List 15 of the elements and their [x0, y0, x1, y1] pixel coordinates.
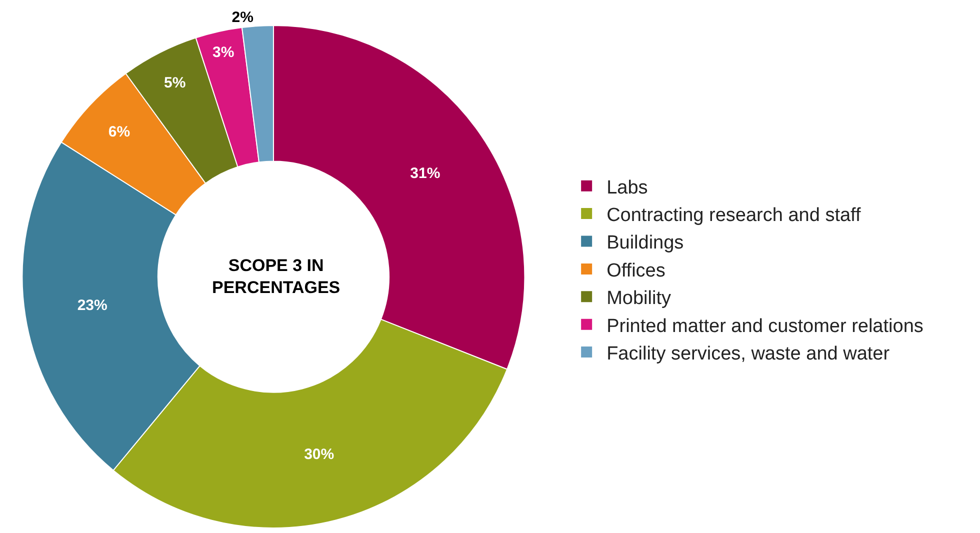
legend-label: Facility services, waste and water	[606, 343, 890, 364]
text: SCOPE 3 IN PERCENTAGES	[212, 256, 340, 298]
legend-label: Mobility	[606, 288, 672, 310]
data-label: 31%	[410, 165, 440, 182]
legend-label: Contracting research and staff	[606, 204, 862, 226]
legend-label: Offices	[606, 260, 666, 282]
data-label: 6%	[108, 123, 130, 140]
data-label: 2%	[232, 9, 254, 26]
legend-label: Labs	[606, 177, 648, 198]
legend-label: Printed matter and customer relations	[606, 316, 924, 337]
data-label: 3%	[212, 44, 234, 62]
legend-label: Buildings	[606, 232, 684, 254]
data-label: 5%	[164, 74, 186, 92]
data-label: 30%	[304, 446, 334, 463]
data-label: 23%	[77, 296, 108, 314]
